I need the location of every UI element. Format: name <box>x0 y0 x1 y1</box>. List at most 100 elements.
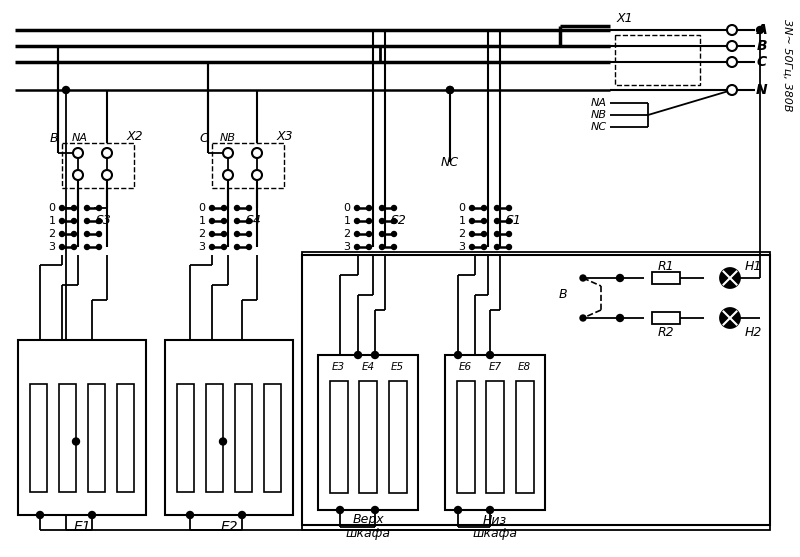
Circle shape <box>59 206 65 211</box>
Text: H2: H2 <box>745 325 762 339</box>
Text: N: N <box>756 83 768 97</box>
Circle shape <box>354 245 359 250</box>
Circle shape <box>580 315 586 321</box>
Bar <box>206 384 223 492</box>
Circle shape <box>494 232 499 237</box>
Circle shape <box>71 232 77 237</box>
Bar <box>302 252 770 530</box>
Circle shape <box>246 206 251 211</box>
Circle shape <box>470 218 474 223</box>
Bar <box>264 384 281 492</box>
Bar <box>457 382 474 493</box>
Bar <box>178 384 194 492</box>
Bar <box>235 384 252 492</box>
Bar <box>389 382 406 493</box>
Circle shape <box>71 218 77 223</box>
Circle shape <box>71 206 77 211</box>
Circle shape <box>486 351 494 359</box>
Circle shape <box>470 245 474 250</box>
Bar <box>302 255 770 525</box>
Circle shape <box>506 232 511 237</box>
Circle shape <box>186 511 194 519</box>
Circle shape <box>97 232 102 237</box>
Text: B: B <box>757 39 767 53</box>
Circle shape <box>727 57 737 67</box>
Text: C: C <box>757 55 767 69</box>
Circle shape <box>89 511 95 519</box>
Circle shape <box>85 218 90 223</box>
Circle shape <box>222 232 226 237</box>
Circle shape <box>482 232 486 237</box>
Circle shape <box>617 275 623 281</box>
Text: X2: X2 <box>127 129 144 143</box>
Circle shape <box>379 206 385 211</box>
Bar <box>59 384 76 492</box>
Bar <box>445 355 545 510</box>
Circle shape <box>102 170 112 180</box>
Text: NA: NA <box>72 133 88 143</box>
Circle shape <box>234 218 239 223</box>
Circle shape <box>238 511 246 519</box>
Circle shape <box>354 351 362 359</box>
Circle shape <box>494 218 499 223</box>
Text: C: C <box>199 131 208 144</box>
Circle shape <box>354 232 359 237</box>
Circle shape <box>366 245 371 250</box>
Circle shape <box>234 245 239 250</box>
Text: 3: 3 <box>458 242 466 252</box>
Text: X3: X3 <box>277 129 294 143</box>
Circle shape <box>62 86 70 94</box>
Circle shape <box>727 85 737 95</box>
Circle shape <box>97 245 102 250</box>
Text: S3: S3 <box>96 214 112 227</box>
Text: 1: 1 <box>49 216 55 226</box>
Circle shape <box>391 206 397 211</box>
Circle shape <box>454 351 462 359</box>
Circle shape <box>391 232 397 237</box>
Text: A: A <box>757 23 767 37</box>
Circle shape <box>391 218 397 223</box>
Bar <box>330 382 347 493</box>
Bar <box>615 35 700 85</box>
Text: 1: 1 <box>198 216 206 226</box>
Circle shape <box>482 245 486 250</box>
Text: NB: NB <box>220 133 236 143</box>
Circle shape <box>482 206 486 211</box>
Circle shape <box>97 206 102 211</box>
Text: 0: 0 <box>198 203 206 213</box>
Circle shape <box>354 218 359 223</box>
Bar <box>165 340 293 515</box>
Circle shape <box>222 206 226 211</box>
Bar <box>88 384 105 492</box>
Bar <box>117 384 134 492</box>
Bar <box>212 143 284 188</box>
Text: 2: 2 <box>198 229 206 239</box>
Circle shape <box>379 218 385 223</box>
Circle shape <box>486 506 494 514</box>
Text: NC: NC <box>441 155 459 169</box>
Circle shape <box>59 245 65 250</box>
Circle shape <box>222 218 226 223</box>
Circle shape <box>210 218 214 223</box>
Circle shape <box>371 506 378 514</box>
Circle shape <box>446 86 454 94</box>
Circle shape <box>720 308 740 328</box>
Bar <box>62 143 134 188</box>
Text: E8: E8 <box>518 363 531 373</box>
Circle shape <box>85 206 90 211</box>
Circle shape <box>73 438 79 445</box>
Circle shape <box>73 170 83 180</box>
Text: E6: E6 <box>459 363 472 373</box>
Text: 0: 0 <box>49 203 55 213</box>
Circle shape <box>366 218 371 223</box>
Bar <box>318 355 418 510</box>
Circle shape <box>210 206 214 211</box>
Circle shape <box>506 245 511 250</box>
Circle shape <box>379 232 385 237</box>
Text: 2: 2 <box>458 229 466 239</box>
Text: Верх: Верх <box>352 514 384 526</box>
Circle shape <box>337 506 343 514</box>
Circle shape <box>494 245 499 250</box>
Text: E1: E1 <box>73 520 91 534</box>
Circle shape <box>59 218 65 223</box>
